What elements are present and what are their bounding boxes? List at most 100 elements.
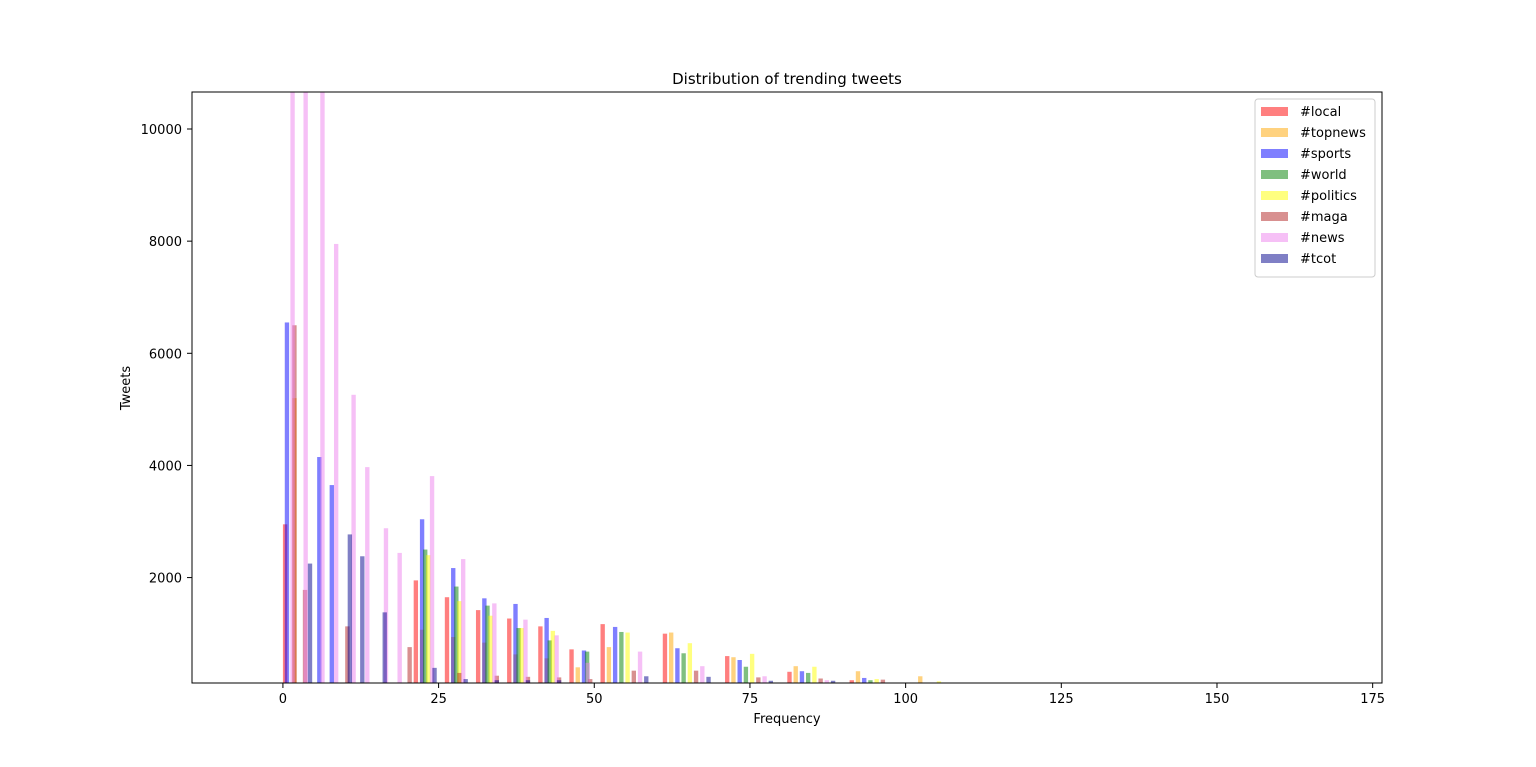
x-tick-label: 100 (893, 692, 918, 707)
bar (383, 528, 389, 683)
x-axis: 0 25 50 75 100 125 150 175 (279, 683, 1385, 707)
bar (725, 656, 730, 683)
bar (485, 605, 490, 683)
bar (525, 680, 531, 683)
x-tick-label: 0 (279, 692, 287, 707)
bar (706, 676, 711, 683)
legend-label: #politics (1300, 189, 1357, 204)
legend-swatch (1261, 149, 1288, 158)
bar (880, 679, 886, 683)
legend-swatch (1261, 170, 1288, 179)
bar (737, 660, 742, 683)
plot-area (191, 91, 1383, 684)
bar (365, 467, 370, 683)
bar (397, 552, 402, 683)
legend-item: #sports (1261, 147, 1351, 162)
legend-label: #world (1300, 168, 1347, 183)
legend-item: #tcot (1261, 252, 1336, 267)
bar (768, 680, 773, 683)
bar (303, 92, 308, 683)
series-politics-bars (426, 555, 942, 683)
bar (423, 549, 428, 683)
bar (743, 666, 749, 683)
bar (347, 534, 353, 683)
bar (556, 680, 562, 683)
bar (351, 394, 356, 683)
legend-swatch (1261, 254, 1288, 263)
bar (419, 519, 425, 683)
bar (457, 601, 462, 683)
bar (516, 628, 521, 683)
bar (413, 580, 419, 683)
x-tick-label: 75 (742, 692, 759, 707)
bar (463, 679, 468, 683)
bar (805, 672, 811, 683)
x-tick-label: 175 (1360, 692, 1385, 707)
bar (451, 568, 456, 683)
y-axis-label: Tweets (119, 366, 134, 412)
bar (874, 679, 879, 683)
legend-item: #world (1261, 168, 1347, 183)
legend-swatch (1261, 191, 1288, 200)
bar (681, 653, 686, 683)
bar (575, 667, 580, 683)
bar (936, 681, 942, 683)
bar (637, 651, 643, 683)
legend-swatch (1261, 128, 1288, 137)
bar (818, 678, 823, 683)
legend-item: #maga (1261, 210, 1348, 225)
bar (830, 680, 836, 683)
legend: #local #topnews #sports #world #politics #mag… (1254, 98, 1376, 278)
legend-item: #politics (1261, 189, 1357, 204)
bar (494, 680, 499, 683)
bar (675, 648, 680, 683)
bar (519, 628, 524, 683)
legend-box (1254, 98, 1376, 278)
bar (513, 603, 518, 683)
bar (868, 680, 873, 683)
bar (333, 243, 339, 683)
bar (731, 657, 736, 683)
y-tick-label: 6000 (149, 347, 182, 362)
bar (320, 92, 325, 683)
bar (482, 598, 487, 683)
bar (429, 476, 435, 683)
bar (693, 670, 699, 683)
legend-item: #topnews (1261, 126, 1366, 141)
bar (824, 680, 830, 683)
legend-label: #topnews (1300, 126, 1366, 141)
x-tick-label: 25 (430, 692, 447, 707)
bar (360, 556, 365, 683)
bar (799, 671, 805, 683)
legend-label: #tcot (1300, 252, 1336, 267)
bar (547, 640, 552, 683)
bar (492, 603, 497, 683)
bar (793, 666, 798, 683)
bar (345, 626, 350, 683)
bar (631, 670, 636, 683)
bar (569, 649, 574, 683)
bar (457, 672, 462, 683)
bar (382, 612, 387, 683)
bar (787, 671, 792, 683)
bar (556, 677, 562, 683)
bar (669, 632, 674, 683)
legend-item: #news (1261, 231, 1345, 246)
legend-label: #local (1300, 105, 1341, 120)
bar (544, 617, 549, 683)
bar (600, 624, 605, 683)
bar (507, 618, 512, 683)
bar (625, 632, 630, 683)
x-axis-label: Frequency (753, 712, 820, 727)
bar (849, 680, 854, 683)
bar (756, 677, 761, 683)
legend-label: #news (1300, 231, 1345, 246)
series-tcot-bars (307, 534, 836, 683)
bar (812, 666, 817, 683)
bar (525, 676, 531, 683)
bar (290, 92, 295, 683)
bar (762, 676, 767, 683)
bar (687, 643, 693, 683)
y-tick-label: 8000 (149, 235, 182, 250)
